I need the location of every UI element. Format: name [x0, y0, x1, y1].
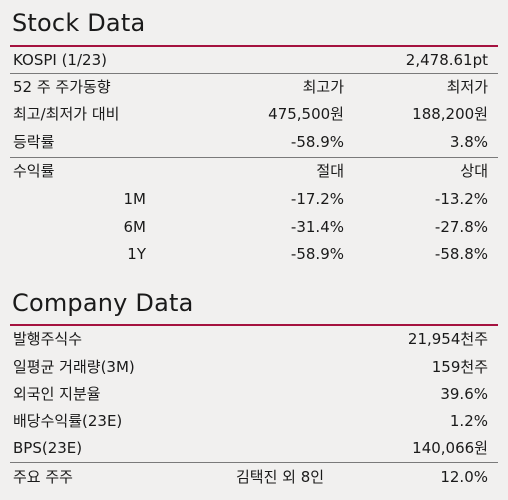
price-vs-row: 최고/최저가 대비 475,500원 188,200원 — [10, 101, 498, 127]
price-vs-label: 최고/최저가 대비 — [13, 105, 120, 123]
week52-row: 52 주 주가동향 최고가 최저가 — [10, 74, 498, 100]
returns-rel-value: -58.8% — [434, 245, 488, 263]
week52-low-header: 최저가 — [446, 78, 488, 96]
returns-row-1m: 1M -17.2% -13.2% — [10, 186, 498, 212]
returns-period: 1Y — [127, 245, 146, 263]
bps-label: BPS(23E) — [13, 439, 83, 457]
returns-period: 1M — [123, 190, 147, 208]
kospi-value: 2,478.61pt — [405, 51, 488, 69]
avg-volume-label: 일평균 거래량(3M) — [13, 358, 135, 376]
returns-abs-value: -31.4% — [290, 218, 344, 236]
stock-title-rule — [10, 45, 498, 47]
week52-high-header: 최고가 — [302, 78, 344, 96]
change-high-value: -58.9% — [290, 133, 344, 151]
holder-label: 주요 주주 — [13, 468, 73, 486]
returns-abs-value: -17.2% — [290, 190, 344, 208]
change-rule — [10, 157, 498, 158]
company-title-rule — [10, 324, 498, 326]
returns-header-row: 수익률 절대 상대 — [10, 158, 498, 184]
foreign-row: 외국인 지분율 39.6% — [10, 381, 498, 407]
returns-abs-header: 절대 — [316, 162, 344, 180]
price-high-value: 475,500원 — [268, 105, 344, 123]
kospi-row: KOSPI (1/23) 2,478.61pt — [10, 47, 498, 73]
dividend-label: 배당수익률(23E) — [13, 412, 123, 430]
company-data-title: Company Data — [12, 289, 194, 317]
shares-value: 21,954천주 — [407, 330, 488, 348]
kospi-rule — [10, 73, 498, 74]
bps-rule — [10, 462, 498, 463]
bps-value: 140,066원 — [412, 439, 488, 457]
dividend-value: 1.2% — [449, 412, 488, 430]
returns-label: 수익률 — [13, 162, 55, 180]
change-row: 등락률 -58.9% 3.8% — [10, 129, 498, 155]
holder-name: 김택진 외 8인 — [236, 468, 325, 486]
returns-row-1y: 1Y -58.9% -58.8% — [10, 241, 498, 267]
foreign-value: 39.6% — [440, 385, 488, 403]
holder-row: 주요 주주 김택진 외 8인 12.0% — [10, 464, 498, 490]
avg-volume-row: 일평균 거래량(3M) 159천주 — [10, 354, 498, 380]
stock-data-title: Stock Data — [12, 9, 146, 37]
returns-row-6m: 6M -31.4% -27.8% — [10, 214, 498, 240]
returns-abs-value: -58.9% — [290, 245, 344, 263]
returns-rel-header: 상대 — [460, 162, 488, 180]
bps-row: BPS(23E) 140,066원 — [10, 435, 498, 461]
week52-label: 52 주 주가동향 — [13, 78, 111, 96]
shares-label: 발행주식수 — [13, 330, 83, 348]
change-label: 등락률 — [13, 133, 55, 151]
returns-rel-value: -13.2% — [434, 190, 488, 208]
foreign-label: 외국인 지분율 — [13, 385, 101, 403]
change-low-value: 3.8% — [449, 133, 488, 151]
returns-rel-value: -27.8% — [434, 218, 488, 236]
returns-period: 6M — [123, 218, 147, 236]
dividend-row: 배당수익률(23E) 1.2% — [10, 408, 498, 434]
kospi-label: KOSPI (1/23) — [13, 51, 107, 69]
avg-volume-value: 159천주 — [431, 358, 488, 376]
holder-value: 12.0% — [440, 468, 488, 486]
price-low-value: 188,200원 — [412, 105, 488, 123]
shares-row: 발행주식수 21,954천주 — [10, 326, 498, 352]
